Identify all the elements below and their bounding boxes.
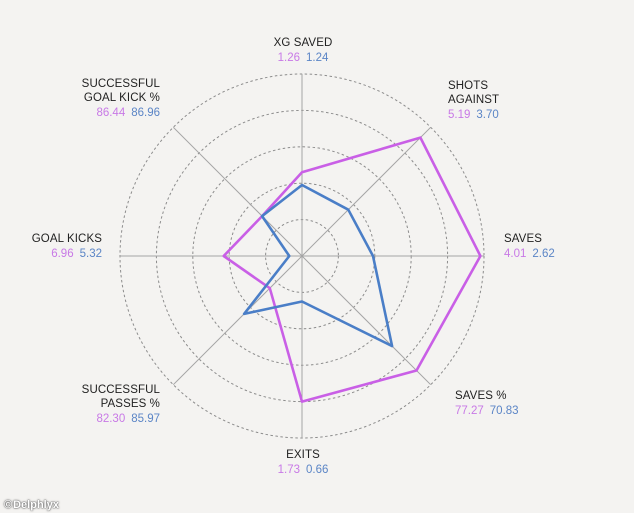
axis-label-goal-kicks: GOAL KICKS 6.96 5.32 — [31, 233, 102, 260]
series-2-polygon — [242, 183, 394, 348]
series2-value: 86.96 — [131, 107, 160, 119]
axis-label-successful-goal-kick: SUCCESSFUL GOAL KICK % 86.44 86.96 — [81, 78, 160, 119]
series1-value: 1.73 — [277, 464, 300, 476]
series2-value: 85.97 — [131, 413, 160, 425]
series1-value: 1.26 — [277, 52, 300, 64]
radar-grid — [119, 73, 485, 439]
series1-value: 5.19 — [448, 109, 471, 121]
series1-value: 82.30 — [96, 413, 126, 425]
axis-label-saves-pct: SAVES % 77.27 70.83 — [455, 390, 519, 417]
series2-value: 1.24 — [306, 52, 329, 64]
axis-label-exits: EXITS 1.73 0.66 — [277, 449, 329, 476]
series1-value: 4.01 — [504, 248, 527, 260]
watermark: ©Delphlyx — [4, 499, 59, 511]
series2-value: 0.66 — [306, 464, 329, 476]
series2-value: 2.62 — [532, 248, 555, 260]
series2-value: 5.32 — [79, 248, 102, 260]
axis-label-successful-passes: SUCCESSFUL PASSES % 82.30 85.97 — [81, 384, 160, 425]
grid-spoke — [172, 255, 303, 386]
grid-spoke — [301, 255, 432, 386]
series1-value: 6.96 — [51, 248, 74, 260]
copyright-icon: © — [4, 499, 13, 511]
grid-spoke — [301, 126, 432, 257]
series1-value: 77.27 — [455, 405, 484, 417]
series2-value: 70.83 — [489, 405, 519, 417]
series1-value: 86.44 — [96, 107, 126, 119]
series2-value: 3.70 — [476, 109, 499, 121]
axis-label-xg-saved: XG SAVED 1.26 1.24 — [273, 37, 333, 64]
series-1-polygon — [222, 136, 482, 403]
grid-spoke — [172, 126, 303, 257]
axis-label-shots-against: SHOTS AGAINST 5.19 3.70 — [448, 80, 500, 121]
radar-series — [222, 136, 482, 403]
axis-label-saves: SAVES 4.01 2.62 — [504, 233, 555, 260]
